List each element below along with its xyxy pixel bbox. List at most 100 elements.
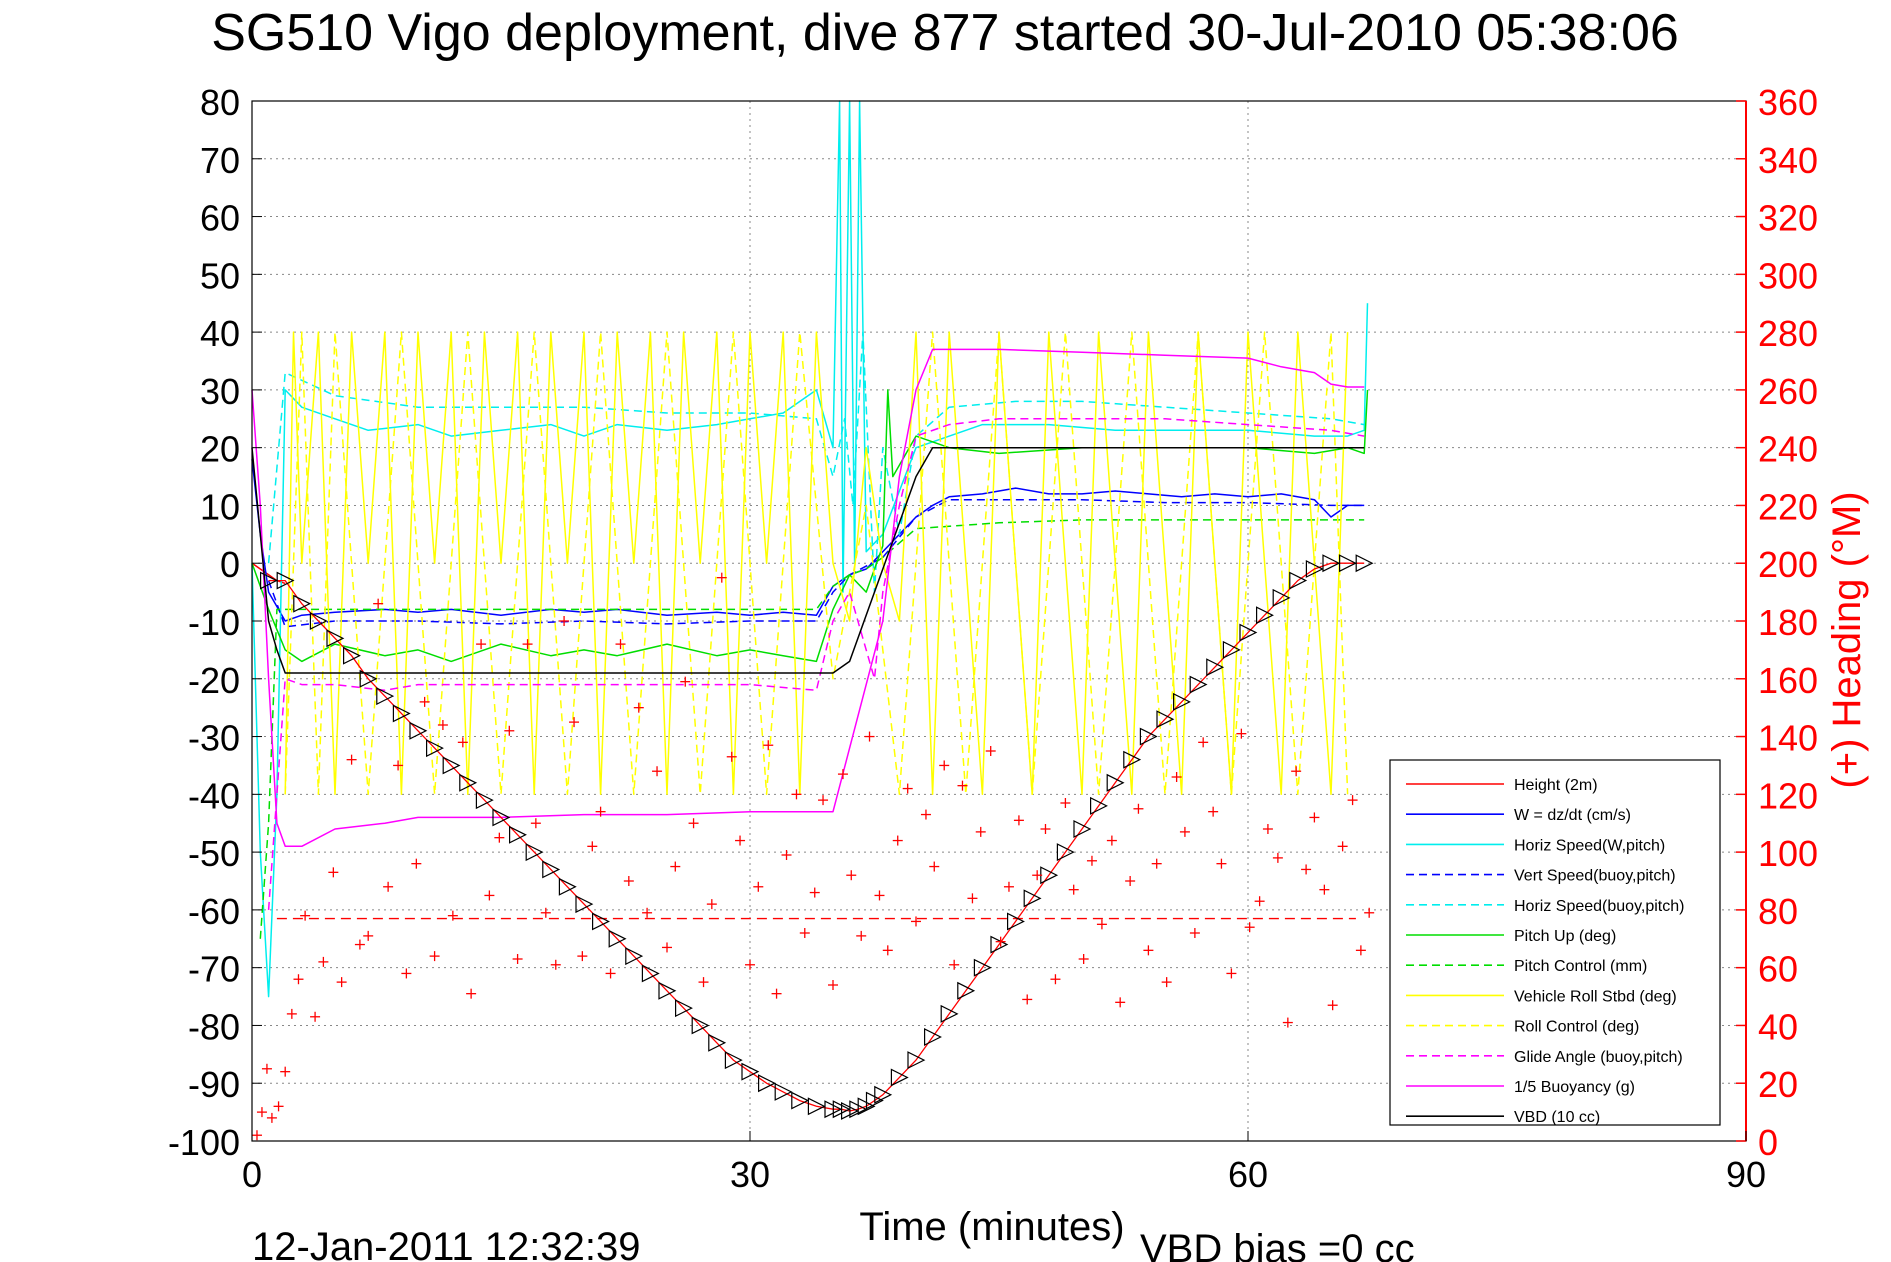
heading-point: [1262, 824, 1273, 834]
heading-point: [540, 907, 551, 918]
legend-label: W = dz/dt (cm/s): [1514, 807, 1631, 824]
heading-point: [1151, 858, 1162, 869]
heading-point: [985, 746, 996, 756]
heading-point: [522, 639, 533, 650]
depth-marker: [1073, 820, 1092, 838]
depth-marker: [326, 629, 345, 648]
y-tick-label: 70: [200, 140, 240, 181]
heading-point: [716, 572, 727, 583]
heading-point: [1068, 884, 1079, 895]
depth-marker: [309, 612, 328, 630]
y-tick-label: 0: [220, 544, 240, 585]
heading-point: [642, 907, 653, 918]
depth-marker: [459, 773, 478, 792]
heading-point: [837, 769, 848, 780]
heading-point: [1319, 884, 1330, 895]
series-line-11: [251, 446, 1365, 674]
depth-marker: [625, 947, 644, 966]
series-line-2: [251, 100, 1369, 998]
depth-marker: [1355, 554, 1374, 573]
heading-point: [310, 1011, 321, 1022]
heading-point: [328, 867, 339, 878]
right-tick-label: 220: [1758, 486, 1818, 527]
heading-point: [393, 760, 404, 771]
heading-point: [559, 616, 570, 626]
legend-label: Pitch Up (deg): [1514, 928, 1616, 945]
heading-point: [429, 951, 440, 962]
footer-timestamp: 12-Jan-2011 12:32:39: [252, 1225, 640, 1262]
heading-point: [1078, 954, 1089, 964]
right-tick-label: 200: [1758, 544, 1818, 585]
depth-marker: [1239, 623, 1258, 642]
heading-point: [411, 858, 422, 869]
heading-point: [1309, 812, 1320, 823]
heading-point: [902, 783, 913, 794]
depth-marker: [276, 571, 295, 590]
heading-point: [1254, 896, 1265, 907]
right-axis-label: (+) Heading (°M): [1825, 491, 1869, 788]
depth-marker: [260, 571, 278, 590]
heading-point: [920, 809, 931, 820]
heading-point: [698, 977, 709, 988]
depth-marker: [1139, 727, 1158, 746]
heading-point: [1161, 977, 1172, 988]
heading-point: [1022, 994, 1033, 1005]
depth-marker: [791, 1091, 810, 1110]
x-axis-label: Time (minutes): [859, 1205, 1124, 1249]
marker-layer: [251, 554, 1375, 1141]
heading-point: [354, 939, 365, 950]
heading-point: [670, 861, 681, 872]
depth-marker: [874, 1085, 893, 1104]
x-axis-ticks: 0 30 60 90: [242, 1131, 1766, 1195]
heading-point: [550, 959, 561, 970]
footer-vbd-bias: VBD bias =0 cc: [1140, 1227, 1415, 1262]
depth-marker: [1056, 843, 1075, 862]
heading-point: [975, 826, 986, 837]
heading-point: [781, 850, 792, 860]
depth-marker: [940, 1004, 959, 1023]
depth-marker: [442, 756, 461, 775]
heading-point: [706, 899, 717, 910]
depth-marker: [1206, 658, 1225, 677]
heading-point: [1179, 826, 1190, 837]
legend-label: Horiz Speed(W,pitch): [1514, 837, 1665, 854]
depth-marker: [409, 721, 428, 740]
heading-point: [745, 959, 755, 970]
x-tick-label: 60: [1228, 1154, 1268, 1195]
heading-point: [587, 841, 598, 852]
legend-label: Horiz Speed(buoy,pitch): [1514, 898, 1684, 915]
heading-point: [1282, 1017, 1293, 1028]
heading-point: [929, 861, 940, 872]
right-tick-label: 160: [1758, 660, 1818, 701]
y-tick-label: 20: [200, 429, 240, 470]
heading-point: [1133, 803, 1144, 814]
heading-point: [1198, 737, 1209, 748]
heading-point: [688, 818, 699, 829]
depth-marker: [691, 1016, 710, 1035]
heading-point: [949, 959, 960, 970]
depth-marker: [359, 669, 378, 688]
depth-marker: [1222, 640, 1241, 659]
heading-point: [251, 1130, 262, 1141]
right-tick-label: 240: [1758, 429, 1818, 470]
depth-marker: [890, 1068, 909, 1087]
depth-marker: [1123, 750, 1142, 769]
y-tick-label: 80: [200, 82, 240, 123]
heading-point: [373, 598, 384, 609]
heading-point: [615, 639, 626, 650]
heading-point: [1050, 974, 1061, 985]
heading-point: [363, 930, 374, 941]
y-tick-label: 40: [200, 313, 240, 354]
heading-point: [882, 945, 893, 956]
heading-point: [874, 890, 885, 901]
series-line-8: [284, 331, 1349, 796]
heading-point: [1013, 815, 1024, 826]
depth-marker: [293, 594, 312, 613]
heading-point: [1189, 928, 1200, 938]
series-line-9: [267, 418, 1365, 910]
depth-marker: [641, 964, 660, 983]
right-tick-label: 280: [1758, 313, 1818, 354]
right-tick-label: 320: [1758, 198, 1818, 239]
heading-point: [286, 1008, 297, 1019]
depth-marker: [757, 1074, 776, 1093]
